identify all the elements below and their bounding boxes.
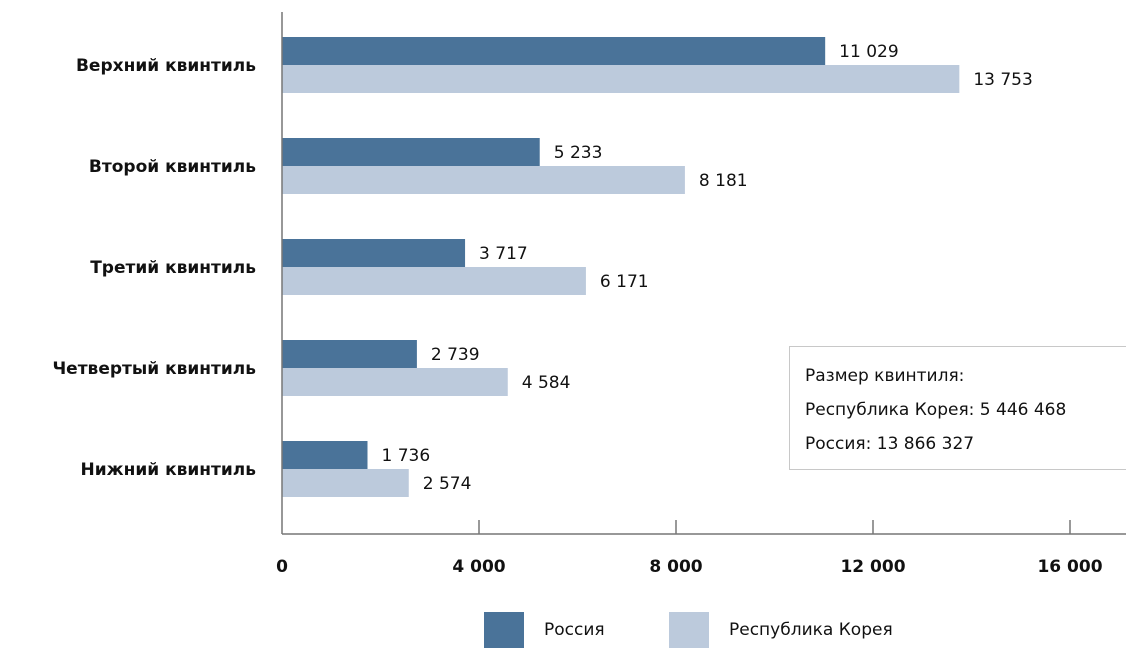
legend-label-russia: Россия <box>544 620 605 640</box>
note-line-russia: Россия: 13 866 327 <box>805 434 975 454</box>
note-line-title: Размер квинтиля: <box>805 366 965 386</box>
legend-swatch-russia <box>484 612 524 648</box>
bar-russia-2 <box>282 239 466 267</box>
data-label-russia-2: 3 717 <box>479 244 528 264</box>
note-line-korea: Республика Корея: 5 446 468 <box>805 400 1067 420</box>
legend-item-russia: Россия <box>484 612 605 648</box>
data-label-russia-1: 5 233 <box>554 143 603 163</box>
data-label-russia-4: 1 736 <box>381 446 430 466</box>
category-label-4: Нижний квинтиль <box>81 460 256 480</box>
data-label-korea-4: 2 574 <box>423 474 472 494</box>
legend: Россия Республика Корея <box>0 612 1126 652</box>
category-label-0: Верхний квинтиль <box>76 56 256 76</box>
x-tick-label-2: 8 000 <box>649 557 702 577</box>
legend-swatch-korea <box>669 612 709 648</box>
category-label-2: Третий квинтиль <box>90 258 256 278</box>
bar-korea-4 <box>282 469 409 497</box>
bar-korea-3 <box>282 368 508 396</box>
x-tick-label-0: 0 <box>276 557 288 577</box>
bar-russia-3 <box>282 340 417 368</box>
bar-russia-1 <box>282 138 540 166</box>
legend-item-korea: Республика Корея <box>669 612 893 648</box>
data-label-korea-3: 4 584 <box>522 373 571 393</box>
category-label-3: Четвертый квинтиль <box>52 359 256 379</box>
bar-russia-0 <box>282 37 826 65</box>
data-label-korea-1: 8 181 <box>699 171 748 191</box>
x-tick-label-3: 12 000 <box>840 557 905 577</box>
bar-korea-2 <box>282 267 586 295</box>
bar-russia-4 <box>282 441 368 469</box>
bar-korea-1 <box>282 166 685 194</box>
data-label-korea-0: 13 753 <box>973 70 1032 90</box>
quintile-size-note: Размер квинтиля: Республика Корея: 5 446… <box>789 346 1126 470</box>
data-label-russia-0: 11 029 <box>839 42 898 62</box>
data-label-korea-2: 6 171 <box>600 272 649 292</box>
legend-label-korea: Республика Корея <box>729 620 893 640</box>
data-label-russia-3: 2 739 <box>431 345 480 365</box>
category-label-1: Второй квинтиль <box>89 157 256 177</box>
bar-korea-0 <box>282 65 960 93</box>
x-tick-label-4: 16 000 <box>1037 557 1102 577</box>
x-tick-label-1: 4 000 <box>452 557 505 577</box>
